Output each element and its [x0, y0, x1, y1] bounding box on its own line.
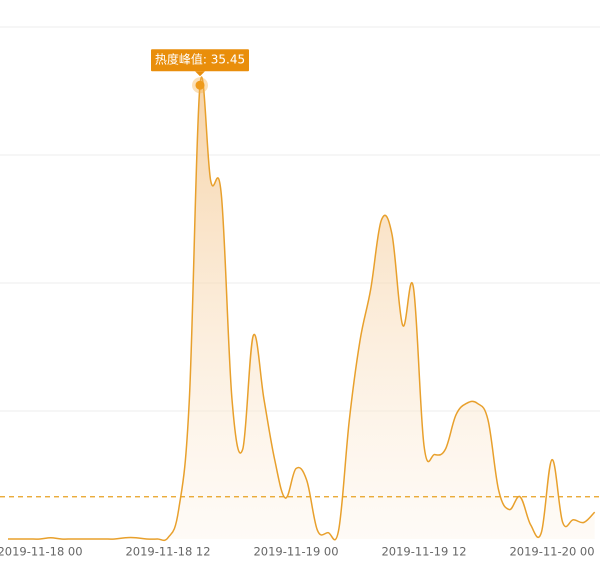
area [8, 77, 595, 541]
x-tick-label: 2019-11-18 12 [125, 545, 210, 559]
line [7, 76, 596, 542]
tooltip-pointer [195, 71, 205, 77]
x-tick-label: 2019-11-20 00 [509, 545, 594, 559]
tooltip-box [151, 49, 249, 72]
peak-marker [195, 80, 205, 90]
x-tick-label: 2019-11-19 00 [253, 545, 338, 559]
peak-label: 热度峰值: 35.45 [155, 52, 245, 67]
peak-tooltip: 热度峰值: 35.45 [151, 49, 249, 77]
x-tick-label: 2019-11-18 00 [0, 545, 83, 559]
x-tick-label: 2019-11-19 12 [381, 545, 466, 559]
